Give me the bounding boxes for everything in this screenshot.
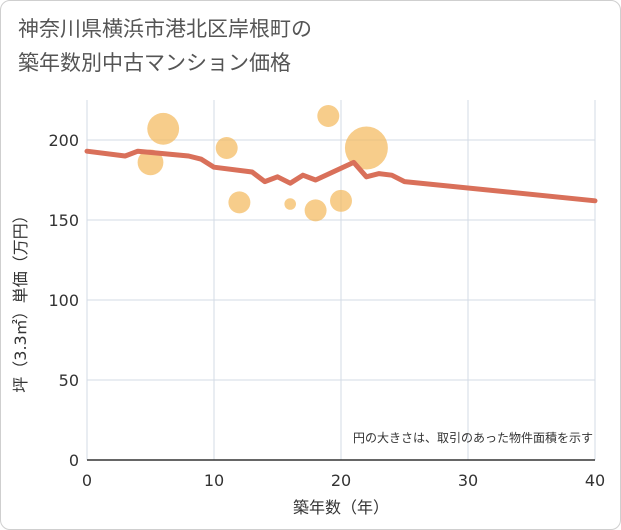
x-tick-label: 20 bbox=[331, 471, 351, 490]
x-tick-label: 40 bbox=[585, 471, 605, 490]
x-tick-label: 30 bbox=[458, 471, 478, 490]
bubble-point bbox=[284, 198, 296, 210]
bubble-size-note: 円の大きさは、取引のあった物件面積を示す bbox=[353, 430, 593, 445]
x-axis-label: 築年数（年） bbox=[293, 498, 389, 517]
bubble-point bbox=[304, 199, 327, 222]
x-tick-label: 0 bbox=[82, 471, 92, 490]
y-axis-label: 坪（3.3㎡）単価（万円） bbox=[11, 207, 30, 392]
bubble-point bbox=[330, 189, 352, 212]
bubble-series bbox=[137, 105, 388, 222]
y-tick-label: 0 bbox=[69, 451, 79, 470]
x-tick-label: 10 bbox=[204, 471, 224, 490]
y-tick-label: 200 bbox=[48, 131, 79, 150]
chart-title-line-1: 神奈川県横浜市港北区岸根町の bbox=[18, 17, 312, 41]
chart-title-line-2: 築年数別中古マンション価格 bbox=[18, 51, 291, 75]
y-tick-label: 150 bbox=[48, 211, 79, 230]
bubble-point bbox=[137, 149, 164, 176]
chart-title: 神奈川県横浜市港北区岸根町の 築年数別中古マンション価格 bbox=[18, 12, 538, 80]
bubble-point bbox=[317, 105, 340, 127]
bubble-point bbox=[215, 137, 238, 159]
y-axis-ticks: 0 50 100 150 200 bbox=[48, 131, 79, 470]
bubble-point bbox=[228, 191, 251, 214]
y-tick-label: 50 bbox=[59, 371, 79, 390]
y-tick-label: 100 bbox=[48, 291, 79, 310]
trend-line bbox=[84, 148, 598, 204]
x-axis-ticks: 0 10 20 30 40 bbox=[82, 471, 605, 490]
bubble-point bbox=[344, 126, 388, 170]
bubble-point bbox=[147, 112, 180, 145]
